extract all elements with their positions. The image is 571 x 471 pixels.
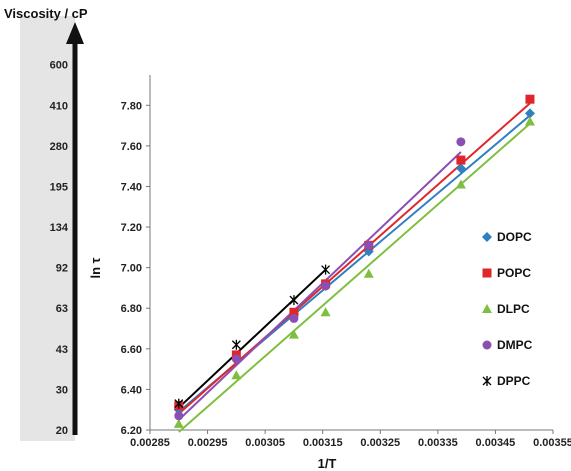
legend-label-dmpc: DMPC xyxy=(497,338,533,352)
viscosity-tick-label: 43 xyxy=(56,344,68,356)
data-point-dlpc xyxy=(288,329,299,339)
fit-line-popc xyxy=(178,102,531,415)
viscosity-tick-label: 63 xyxy=(56,303,68,315)
viscosity-axis-background xyxy=(20,16,75,441)
x-tick-label: 0.00285 xyxy=(130,437,170,449)
x-axis-title: 1/T xyxy=(318,456,337,471)
y-tick-label: 7.40 xyxy=(121,181,142,193)
legend-marker-popc xyxy=(482,268,492,278)
y-tick-label: 6.60 xyxy=(121,344,142,356)
data-point-dlpc xyxy=(320,307,331,317)
viscosity-tick-label: 30 xyxy=(56,384,68,396)
legend-label-dppc: DPPC xyxy=(497,374,531,388)
legend-marker-dlpc xyxy=(482,304,492,313)
data-point-dppc xyxy=(321,264,331,275)
data-point-dopc xyxy=(524,108,535,119)
data-point-dlpc xyxy=(173,418,184,428)
y-tick-label: 7.80 xyxy=(121,100,142,112)
y-tick-label: 6.20 xyxy=(121,425,142,437)
x-tick-label: 0.00355 xyxy=(533,437,571,449)
data-point-dppc xyxy=(289,295,299,306)
viscosity-tick-label: 20 xyxy=(56,425,68,437)
data-point-dppc xyxy=(231,339,241,350)
data-point-popc xyxy=(289,307,299,317)
x-tick-label: 0.00345 xyxy=(476,437,516,449)
legend-marker-dmpc xyxy=(482,340,492,350)
x-tick-label: 0.00305 xyxy=(245,437,285,449)
y-axis-title: ln τ xyxy=(88,257,103,278)
legend-label-dlpc: DLPC xyxy=(497,302,530,316)
y-tick-label: 7.00 xyxy=(121,263,142,275)
data-point-dlpc xyxy=(231,370,242,380)
viscosity-axis-title: Viscosity / cP xyxy=(4,6,88,21)
data-point-dopc xyxy=(455,163,466,174)
y-tick-label: 7.60 xyxy=(121,141,142,153)
x-tick-labels: 0.00285 0.00295 0.00305 0.00315 0.00325 0.003… xyxy=(130,430,571,449)
plot-area: 0.00285 0.00295 0.00305 0.00315 0.00325 0.003… xyxy=(121,75,571,449)
fit-line-dmpc xyxy=(178,151,462,421)
data-point-dmpc xyxy=(174,411,184,421)
x-tick-label: 0.00315 xyxy=(303,437,343,449)
legend: DOPC POPC DLPC DMPC DPPC xyxy=(482,230,533,388)
x-tick-label: 0.00335 xyxy=(418,437,458,449)
legend-label-popc: POPC xyxy=(497,266,531,280)
viscosity-tick-labels: 20 30 43 63 92 134 195 280 410 600 xyxy=(50,60,69,437)
fit-line-dlpc xyxy=(178,122,531,433)
y-tick-label: 7.20 xyxy=(121,222,142,234)
data-point-dppc xyxy=(174,398,184,409)
fit-lines xyxy=(178,102,531,433)
data-point-dmpc xyxy=(289,313,299,323)
data-points xyxy=(173,94,535,428)
viscosity-tick-label: 134 xyxy=(50,222,69,234)
y-tick-label: 6.40 xyxy=(121,384,142,396)
viscosity-tick-label: 410 xyxy=(50,100,68,112)
x-tick-label: 0.00295 xyxy=(188,437,228,449)
data-point-dmpc xyxy=(231,354,241,364)
viscosity-tick-label: 280 xyxy=(50,141,68,153)
viscosity-tick-label: 600 xyxy=(50,60,68,72)
legend-marker-dppc xyxy=(482,376,492,386)
data-point-dmpc xyxy=(364,240,374,250)
viscosity-tick-label: 195 xyxy=(50,181,68,193)
data-point-dlpc xyxy=(455,179,466,189)
data-point-dlpc xyxy=(363,268,374,278)
legend-marker-dopc xyxy=(482,232,492,242)
y-tick-label: 6.80 xyxy=(121,303,142,315)
viscosity-axis-arrowhead xyxy=(66,22,84,44)
x-tick-label: 0.00325 xyxy=(360,437,400,449)
data-point-popc xyxy=(525,94,535,104)
y-tick-labels: 6.20 6.40 6.60 6.80 7.00 7.20 7.40 7.60 7.80 xyxy=(121,100,150,437)
data-point-dlpc xyxy=(524,116,535,126)
viscosity-tick-label: 92 xyxy=(56,263,68,275)
legend-label-dopc: DOPC xyxy=(497,230,532,244)
data-point-popc xyxy=(456,155,466,165)
fit-line-dppc xyxy=(178,268,327,409)
data-point-dmpc xyxy=(456,137,466,147)
data-point-dmpc xyxy=(321,281,331,291)
